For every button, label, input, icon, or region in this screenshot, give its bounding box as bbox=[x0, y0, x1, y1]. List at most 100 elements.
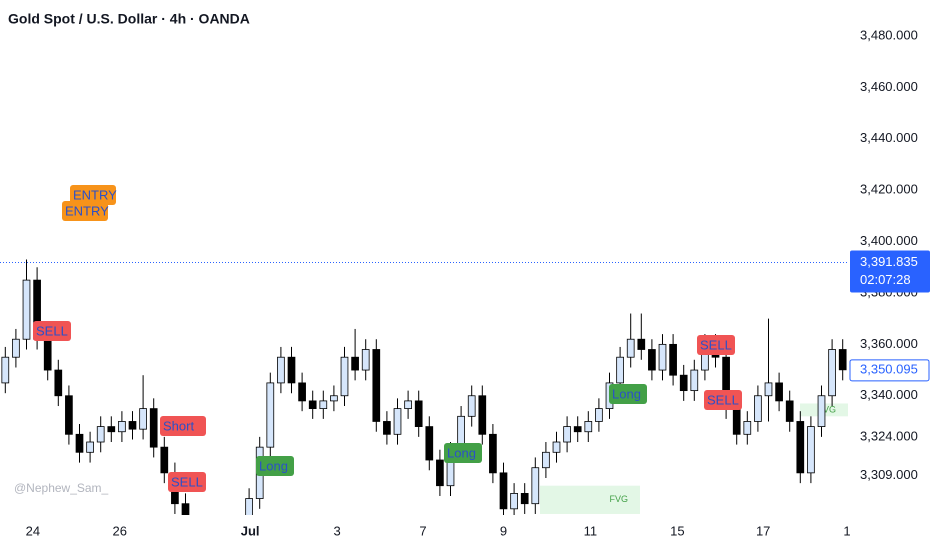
candle-body bbox=[531, 467, 540, 505]
candle-body bbox=[754, 395, 762, 422]
y-tick-label: 3,309.000 bbox=[860, 467, 918, 482]
candle-body bbox=[637, 338, 646, 350]
candle-body bbox=[181, 503, 190, 515]
candle-body bbox=[626, 338, 635, 358]
candle-body bbox=[393, 408, 402, 435]
candle-body bbox=[96, 426, 105, 443]
candle-body bbox=[563, 426, 571, 443]
signal-badge bbox=[704, 390, 742, 410]
candle-body bbox=[404, 400, 412, 410]
signal-label: SELL bbox=[700, 337, 732, 352]
candle-body bbox=[75, 433, 84, 453]
candle-body bbox=[817, 395, 826, 427]
candle-body bbox=[298, 382, 306, 402]
candle-body bbox=[22, 279, 31, 340]
candle-body bbox=[573, 426, 582, 433]
signal-badge bbox=[697, 335, 735, 355]
y-tick-label: 3,460.000 bbox=[860, 79, 918, 94]
price-badge-label: 3,391.835 bbox=[860, 254, 918, 269]
candle-body bbox=[616, 356, 624, 384]
x-tick-label: 7 bbox=[419, 523, 426, 538]
candle-body bbox=[499, 472, 508, 510]
last-price-label: 3,350.095 bbox=[860, 361, 918, 376]
candle-body bbox=[330, 395, 338, 402]
signal-badge bbox=[609, 384, 647, 404]
signal-label: Long bbox=[259, 458, 288, 473]
x-tick-label: 17 bbox=[756, 523, 770, 538]
candle-body bbox=[489, 433, 497, 474]
x-tick-label: 24 bbox=[26, 523, 40, 538]
x-tick-label: 9 bbox=[500, 523, 507, 538]
candle-body bbox=[796, 421, 805, 474]
y-tick-label: 3,340.000 bbox=[860, 387, 918, 402]
signal-label: Long bbox=[447, 445, 476, 460]
candle-body bbox=[542, 451, 550, 469]
candle-body bbox=[193, 529, 200, 550]
signal-label: ENTRY bbox=[73, 187, 117, 202]
candle-body bbox=[139, 408, 147, 430]
candle-body bbox=[12, 338, 20, 358]
watermark: @Nephew_Sam_ bbox=[14, 481, 109, 495]
candle-body bbox=[584, 421, 593, 433]
y-tick-label: 3,440.000 bbox=[860, 130, 918, 145]
candle-body bbox=[679, 374, 688, 392]
candle-body bbox=[669, 343, 677, 376]
candle-body bbox=[1, 356, 10, 384]
candle-body bbox=[552, 441, 561, 453]
candle-body bbox=[54, 369, 63, 397]
y-tick-label: 3,420.000 bbox=[860, 182, 918, 197]
candle-body bbox=[743, 421, 752, 435]
signal-badge bbox=[70, 185, 116, 205]
countdown-label: 02:07:28 bbox=[860, 272, 911, 287]
candle-body bbox=[308, 400, 317, 410]
x-tick-label: 26 bbox=[113, 523, 127, 538]
candle-body bbox=[383, 421, 391, 435]
candle-body bbox=[65, 395, 73, 435]
candle-body bbox=[414, 400, 423, 427]
candle-body bbox=[732, 408, 741, 435]
candle-body bbox=[361, 349, 370, 371]
candle-body bbox=[160, 446, 169, 474]
candle-body bbox=[224, 537, 231, 550]
signal-label: SELL bbox=[36, 323, 68, 338]
signal-badge bbox=[444, 443, 482, 463]
candle-body bbox=[245, 498, 253, 515]
candle-body bbox=[425, 426, 434, 461]
x-tick-label: Jul bbox=[241, 523, 260, 538]
candle-body bbox=[149, 408, 158, 448]
candle-body bbox=[520, 493, 529, 505]
x-tick-label: 15 bbox=[670, 523, 684, 538]
candle-body bbox=[467, 395, 476, 417]
fvg-zone bbox=[540, 485, 640, 514]
candle-body bbox=[287, 356, 296, 384]
candle-body bbox=[340, 356, 349, 397]
candle-body bbox=[690, 369, 699, 392]
candle-body bbox=[107, 426, 116, 433]
last-price-badge bbox=[849, 359, 930, 382]
candle-body bbox=[319, 400, 328, 410]
candle-body bbox=[372, 349, 381, 422]
signal-label: ENTRY bbox=[65, 203, 109, 218]
signal-label: SELL bbox=[171, 474, 203, 489]
candle-body bbox=[828, 349, 836, 397]
candle-body bbox=[266, 382, 275, 448]
y-tick-label: 3,360.000 bbox=[860, 336, 918, 351]
signal-badge bbox=[160, 416, 206, 436]
chart-title: Gold Spot / U.S. Dollar · 4h · OANDA bbox=[8, 11, 250, 27]
y-tick-label: 3,400.000 bbox=[860, 233, 918, 248]
fvg-label: FVG bbox=[609, 494, 628, 504]
signal-badge bbox=[168, 472, 206, 492]
candle-body bbox=[838, 349, 847, 371]
candle-body bbox=[86, 441, 94, 453]
x-tick-label: 3 bbox=[333, 523, 340, 538]
signal-badge bbox=[256, 456, 294, 476]
candle-body bbox=[764, 382, 773, 397]
candle-body bbox=[658, 343, 667, 371]
candle-body bbox=[277, 356, 285, 384]
candle-body bbox=[785, 400, 794, 422]
x-tick-label: 11 bbox=[584, 523, 598, 538]
candle-body bbox=[128, 421, 137, 430]
signal-badge bbox=[62, 201, 108, 221]
candle-body bbox=[775, 382, 783, 402]
